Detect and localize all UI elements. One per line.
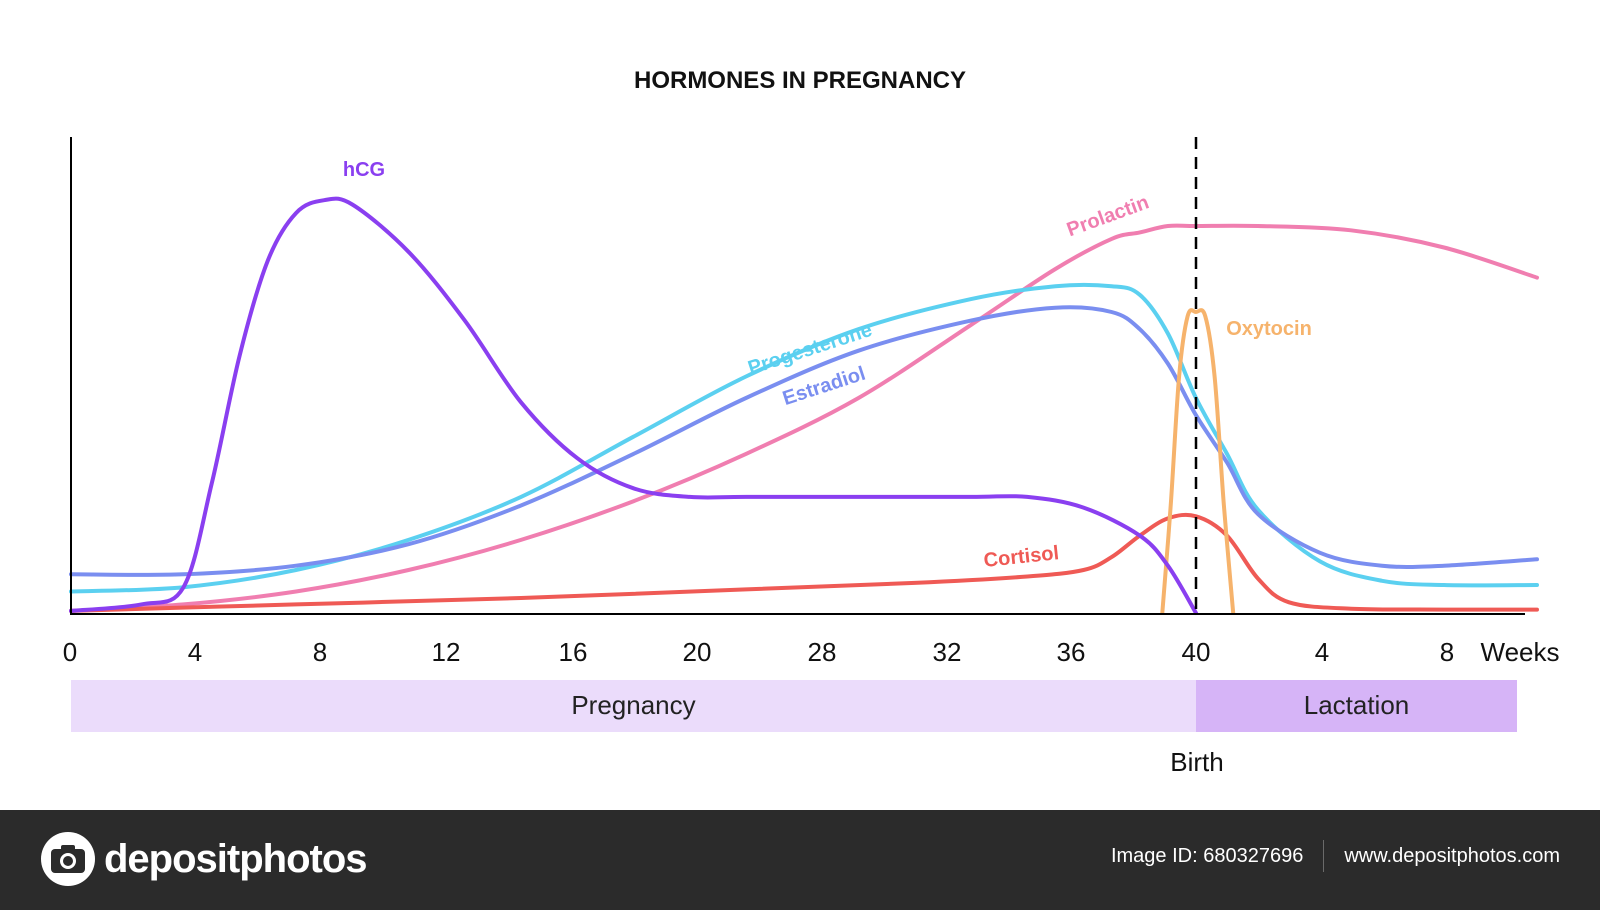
x-tick-label: 36 <box>1057 637 1086 667</box>
footer-divider <box>1323 840 1325 872</box>
phase-bars: Pregnancy Lactation <box>71 680 1517 732</box>
image-id: Image ID: 680327696 <box>1110 844 1304 867</box>
x-tick-label: 0 <box>63 637 77 667</box>
phase-bar-pregnancy <box>71 680 1196 732</box>
series-line-progesterone <box>69 282 1539 594</box>
website-link[interactable]: www.depositphotos.com <box>1344 844 1560 867</box>
x-tick-label: 16 <box>559 637 588 667</box>
brand-logo[interactable]: depositphotos <box>40 830 368 888</box>
series-line-hcg <box>69 196 1198 615</box>
x-tick-label: 8 <box>313 637 327 667</box>
series-line-estradiol <box>69 305 1539 577</box>
camera-icon <box>41 832 95 886</box>
series-label-estradiol: Estradiol <box>780 363 868 410</box>
x-tick-label: 40 <box>1182 637 1211 667</box>
series-lines <box>69 196 1539 615</box>
x-tick-label: 8 <box>1440 637 1454 667</box>
phase-bar-lactation <box>1196 680 1517 732</box>
brand-name: depositphotos <box>104 836 368 881</box>
hormones-chart: HORMONES IN PREGNANCY Pregnancy Lactation… <box>63 67 1560 777</box>
footer-bar: depositphotos Image ID: 680327696 www.de… <box>0 810 1600 910</box>
series-label-hcg: hCG <box>343 159 385 181</box>
x-tick-label: 28 <box>808 637 837 667</box>
series-line-oxytocin <box>1160 308 1236 615</box>
birth-label: Birth <box>1170 747 1223 777</box>
x-tick-label: 12 <box>432 637 461 667</box>
series-line-cortisol <box>69 512 1539 613</box>
x-tick-label: 4 <box>188 637 202 667</box>
x-tick-labels: 0 4 8 12 16 20 28 32 36 40 4 8 <box>63 637 1454 667</box>
x-tick-label: 32 <box>933 637 962 667</box>
series-label-oxytocin: Oxytocin <box>1226 318 1312 340</box>
phase-label-pregnancy: Pregnancy <box>571 690 695 720</box>
footer-info: Image ID: 680327696 www.depositphotos.co… <box>1111 840 1560 872</box>
x-unit-label: Weeks <box>1481 637 1560 667</box>
series-label-cortisol: Cortisol <box>983 542 1060 572</box>
chart-title: HORMONES IN PREGNANCY <box>634 67 966 94</box>
phase-label-lactation: Lactation <box>1304 690 1410 720</box>
x-tick-label: 20 <box>683 637 712 667</box>
series-line-prolactin <box>69 223 1539 613</box>
x-tick-label: 4 <box>1315 637 1329 667</box>
